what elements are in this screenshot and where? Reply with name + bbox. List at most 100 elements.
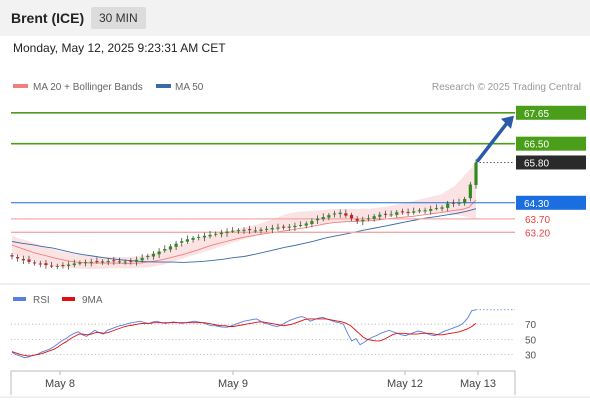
- candle-body: [157, 251, 161, 255]
- moving-average-layer: [11, 199, 477, 264]
- timeframe-badge[interactable]: 30 MIN: [91, 7, 146, 29]
- resistance-2-label: 67.65: [524, 109, 549, 120]
- pivot-label: 64.30: [524, 199, 549, 210]
- candle-body: [208, 234, 212, 237]
- candle-body: [197, 236, 201, 238]
- candle-body: [400, 211, 405, 213]
- bollinger-band-fill: [12, 162, 476, 270]
- instrument-title: Brent (ICE): [11, 10, 85, 26]
- candle-body: [180, 241, 184, 243]
- candle-body: [304, 223, 308, 226]
- price-levels-layer: [11, 111, 515, 233]
- pivot-label-bg: [516, 195, 586, 210]
- support-1-label: 63.70: [525, 215, 550, 226]
- target-arrow-head: [501, 115, 514, 129]
- candle-body: [242, 229, 246, 231]
- candle-body: [327, 215, 331, 218]
- timestamp: Monday, May 12, 2025 9:23:31 AM CET: [13, 41, 226, 55]
- credit-text: Research © 2025 Trading Central: [432, 82, 581, 93]
- candle-body: [185, 239, 190, 242]
- rsi-panel-layer: 70 50 30: [11, 309, 537, 362]
- candle-body: [293, 225, 297, 228]
- candle-body: [10, 255, 14, 257]
- rsi-ma-legend-swatch: [62, 297, 75, 301]
- candle-body: [298, 225, 303, 227]
- candle-body: [321, 217, 325, 220]
- candle-body: [446, 203, 450, 208]
- candle-body: [389, 214, 393, 216]
- candle-body: [236, 230, 240, 232]
- rsi-legend-label: RSI: [33, 295, 50, 306]
- candle-body: [219, 232, 223, 235]
- x-axis-label: May 12: [387, 378, 423, 390]
- candle-body: [463, 199, 467, 204]
- target-arrow-layer: [476, 115, 514, 163]
- header-bar: Brent (ICE) 30 MIN: [0, 0, 590, 36]
- candle-body: [21, 258, 25, 261]
- candle-body: [440, 207, 444, 209]
- candle-body: [168, 246, 173, 250]
- candle-body: [231, 230, 235, 232]
- candle-body: [151, 253, 156, 257]
- candle-body: [338, 212, 342, 215]
- candle-body: [429, 208, 433, 211]
- x-axis-label: May 8: [45, 378, 75, 390]
- candle-body: [140, 257, 144, 261]
- candle-body: [451, 202, 455, 204]
- candle-body: [457, 202, 461, 204]
- candle-body: [174, 243, 178, 247]
- candle-body: [16, 257, 20, 259]
- resistance-1-label-bg: [516, 136, 586, 151]
- candle-body: [38, 263, 42, 265]
- x-axis-label: May 13: [460, 378, 496, 390]
- target-arrow-shaft: [476, 120, 510, 163]
- x-axis-label: May 9: [218, 378, 248, 390]
- x-axis-labels: May 8 May 9 May 12 May 13: [45, 371, 496, 390]
- candle-body: [468, 184, 472, 199]
- candle-body: [355, 218, 359, 221]
- candle-body: [225, 231, 229, 234]
- candle-body: [83, 262, 88, 264]
- candle-body: [214, 233, 218, 235]
- candle-body: [406, 211, 410, 213]
- candle-body: [282, 226, 286, 228]
- support-2-label: 63.20: [525, 228, 550, 239]
- rsi-tick-label: 50: [525, 335, 537, 346]
- candle-body: [191, 237, 195, 240]
- candle-body: [361, 219, 365, 222]
- candle-body: [378, 214, 382, 217]
- rsi-tick-label: 30: [525, 351, 537, 362]
- candle-body: [66, 264, 71, 266]
- candle-body: [50, 265, 54, 267]
- candle-body: [417, 210, 422, 212]
- ma20-legend-swatch: [13, 84, 28, 88]
- candle-body: [27, 259, 31, 262]
- bollinger-band-layer: [12, 162, 476, 270]
- candle-body: [61, 265, 65, 267]
- last-label: 65.80: [524, 158, 549, 169]
- candle-body: [55, 265, 59, 267]
- ma20-line: [11, 199, 477, 264]
- candle-body: [33, 262, 37, 264]
- candle-body: [134, 259, 139, 262]
- candle-body: [129, 260, 133, 262]
- candle-body: [106, 261, 110, 263]
- candle-body: [395, 212, 399, 215]
- candle-body: [89, 261, 93, 263]
- rsi-ma-line: [11, 318, 477, 357]
- resistance-1-label: 66.50: [524, 140, 549, 151]
- candle-body: [349, 214, 354, 219]
- candle-body: [265, 228, 269, 230]
- ma20-legend-label: MA 20 + Bollinger Bands: [33, 82, 143, 93]
- candle-body: [276, 227, 280, 229]
- candle-body: [95, 261, 99, 263]
- candle-body: [100, 261, 105, 263]
- candle-body: [259, 229, 263, 231]
- candle-body: [44, 263, 48, 266]
- candle-body: [315, 218, 320, 221]
- ma50-legend-label: MA 50: [175, 82, 204, 93]
- rsi-legend-swatch: [13, 297, 26, 301]
- candle-body: [423, 210, 427, 212]
